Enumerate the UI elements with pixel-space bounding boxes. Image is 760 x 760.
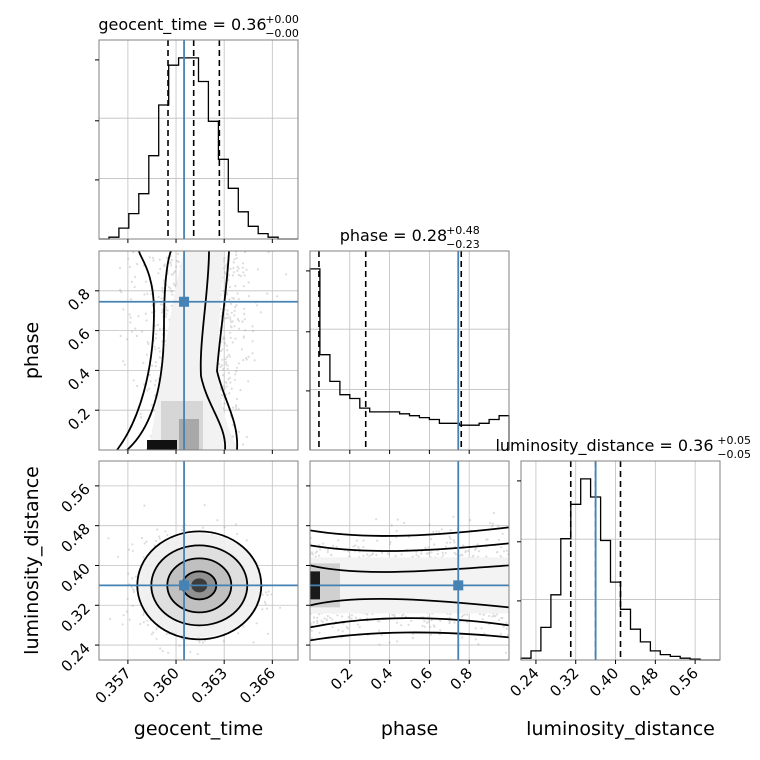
x-tick-label-luminosity_distance: 0.24 [506,664,542,700]
y-tick-label-phase: 0.4 [64,365,94,395]
panel-frame [309,460,510,661]
x-tick-label-luminosity_distance: 0.32 [546,664,582,700]
hist-panel-phase: phase = 0.28+0.48−0.23 [306,224,510,454]
density-level [147,440,177,450]
title-sup-luminosity_distance: +0.05 [717,434,751,447]
x-tick-label-phase: 0.6 [407,664,437,694]
contour-line [310,631,509,642]
title-sub-luminosity_distance: −0.05 [717,448,751,461]
hist-panel-geocent_time: geocent_time = 0.36+0.00−0.00 [95,13,299,243]
histogram-geocent_time [99,57,298,240]
x-tick-label-phase: 0.4 [367,664,397,694]
title-sup-phase: +0.48 [446,224,480,237]
title-luminosity_distance: luminosity_distance = 0.36 [495,436,713,456]
y-tick-label-luminosity_distance: 0.32 [57,599,93,635]
truth-marker [179,580,190,591]
x-tick-label-geocent_time: 0.360 [140,664,183,707]
contour-line [199,251,226,450]
panel-frame [98,250,299,451]
y-tick-label-phase: 0.2 [64,404,94,434]
panel-content [99,461,298,660]
y-tick-label-luminosity_distance: 0.56 [57,480,93,516]
panel-frame [98,460,299,661]
panel-frame [309,250,510,451]
density-level [149,251,239,450]
x-tick-label-luminosity_distance: 0.40 [586,664,622,700]
title-geocent_time: geocent_time = 0.36 [98,15,266,35]
density-level [179,419,199,450]
panel-luminosity_distance-vs-phase [306,460,510,664]
panel-frame [520,460,721,661]
title-sub-geocent_time: −0.00 [265,27,299,40]
contour-line [310,597,509,609]
x-tick-label-phase: 0.8 [446,664,476,694]
y-tick-label-luminosity_distance: 0.24 [57,639,93,675]
x-tick-label-phase: 0.2 [327,664,357,694]
x-tick-label-geocent_time: 0.357 [92,664,135,707]
histogram-phase [309,268,510,450]
y-axis-label-luminosity_distance: luminosity_distance [21,466,43,655]
contour-line [310,564,509,573]
title-sub-phase: −0.23 [446,238,480,251]
x-tick-label-geocent_time: 0.366 [236,664,279,707]
contour-line [126,251,172,450]
panel-luminosity_distance-vs-geocent_time [95,460,299,664]
panel-content [99,251,298,450]
x-axis-label-geocent_time: geocent_time [134,718,263,740]
truth-marker [453,580,464,591]
y-tick-label-luminosity_distance: 0.48 [57,520,93,556]
x-tick-label-luminosity_distance: 0.48 [626,664,662,700]
contour-line [310,542,509,552]
x-axis-label-phase: phase [381,718,438,740]
x-tick-label-geocent_time: 0.363 [188,664,231,707]
y-tick-label-phase: 0.8 [64,285,94,315]
y-tick-label-phase: 0.6 [64,325,94,355]
contour-line [216,251,239,450]
title-sup-geocent_time: +0.00 [265,13,299,26]
y-axis-label-phase: phase [21,322,43,379]
histogram-luminosity_distance [520,478,720,661]
y-tick-label-luminosity_distance: 0.40 [57,560,93,596]
contour-line [116,251,155,450]
truth-marker [179,296,190,307]
panel-frame [98,39,299,240]
title-phase: phase = 0.28 [340,226,447,245]
hist-panel-luminosity_distance: luminosity_distance = 0.36 +0.05−0.05 [495,434,751,664]
x-tick-label-luminosity_distance: 0.56 [666,664,702,700]
contour-line [310,617,509,629]
panel-content [310,461,509,660]
panel-phase-vs-geocent_time [95,250,299,454]
x-axis-label-luminosity_distance: luminosity_distance [526,718,715,740]
contour-line [310,526,509,537]
